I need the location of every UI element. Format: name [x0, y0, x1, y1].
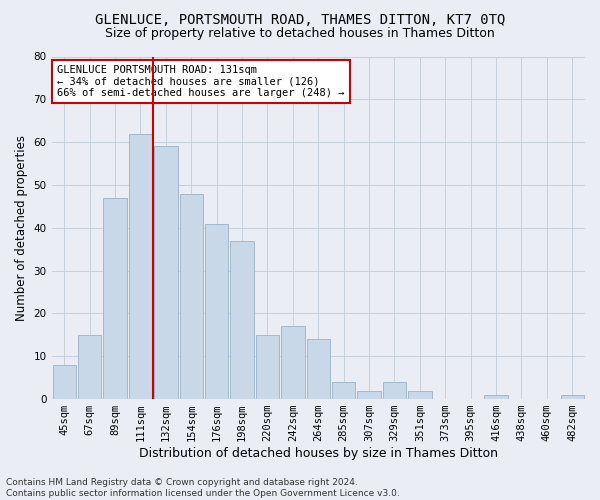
Bar: [256, 335, 279, 399]
Bar: [408, 390, 431, 399]
Bar: [560, 395, 584, 399]
Bar: [307, 339, 330, 399]
Text: Contains HM Land Registry data © Crown copyright and database right 2024.
Contai: Contains HM Land Registry data © Crown c…: [6, 478, 400, 498]
Y-axis label: Number of detached properties: Number of detached properties: [15, 135, 28, 321]
Text: GLENLUCE PORTSMOUTH ROAD: 131sqm
← 34% of detached houses are smaller (126)
66% : GLENLUCE PORTSMOUTH ROAD: 131sqm ← 34% o…: [57, 65, 344, 98]
Bar: [358, 390, 381, 399]
Bar: [230, 240, 254, 399]
Text: Size of property relative to detached houses in Thames Ditton: Size of property relative to detached ho…: [105, 28, 495, 40]
Bar: [103, 198, 127, 399]
Bar: [281, 326, 305, 399]
Bar: [332, 382, 355, 399]
Bar: [484, 395, 508, 399]
Bar: [154, 146, 178, 399]
Bar: [78, 335, 101, 399]
Bar: [205, 224, 229, 399]
Bar: [53, 365, 76, 399]
Bar: [129, 134, 152, 399]
Text: GLENLUCE, PORTSMOUTH ROAD, THAMES DITTON, KT7 0TQ: GLENLUCE, PORTSMOUTH ROAD, THAMES DITTON…: [95, 12, 505, 26]
Bar: [179, 194, 203, 399]
X-axis label: Distribution of detached houses by size in Thames Ditton: Distribution of detached houses by size …: [139, 447, 498, 460]
Bar: [383, 382, 406, 399]
